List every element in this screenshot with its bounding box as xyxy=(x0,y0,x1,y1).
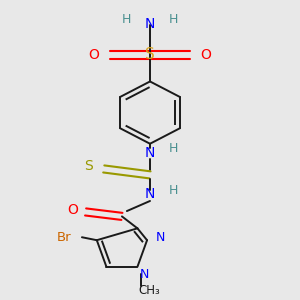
Text: N: N xyxy=(140,268,149,281)
Text: H: H xyxy=(168,13,178,26)
Text: H: H xyxy=(122,13,132,26)
Text: CH₃: CH₃ xyxy=(138,284,160,297)
Text: O: O xyxy=(88,48,99,62)
Text: N: N xyxy=(145,146,155,160)
Text: O: O xyxy=(67,203,78,218)
Text: H: H xyxy=(168,142,178,155)
Text: N: N xyxy=(156,231,165,244)
Text: N: N xyxy=(145,16,155,31)
Text: N: N xyxy=(145,187,155,201)
Text: Br: Br xyxy=(56,231,71,244)
Text: S: S xyxy=(85,159,93,173)
Text: O: O xyxy=(201,48,212,62)
Text: S: S xyxy=(145,47,155,62)
Text: H: H xyxy=(168,184,178,197)
